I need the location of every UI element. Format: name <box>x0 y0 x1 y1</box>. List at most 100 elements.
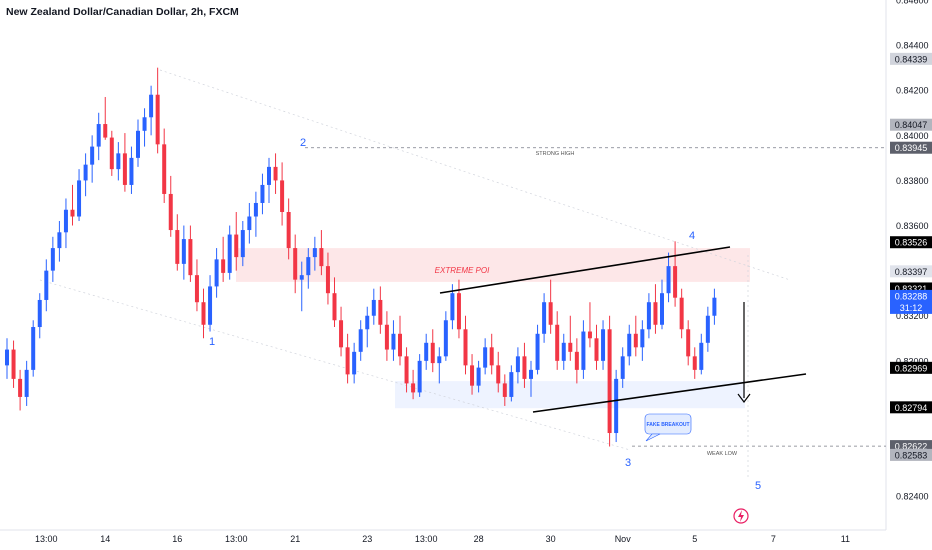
candle-body <box>286 212 291 249</box>
price-label-text: 0.84047 <box>895 120 928 130</box>
candle <box>11 340 16 388</box>
price-tick: 0.83600 <box>896 221 929 231</box>
candle <box>260 173 265 215</box>
price-label: 0.84339 <box>890 52 932 65</box>
candle-body <box>109 137 114 170</box>
candle-body <box>358 329 363 352</box>
candle-body <box>162 144 167 194</box>
candle-body <box>633 333 638 348</box>
candle <box>116 142 121 181</box>
candle <box>240 221 245 267</box>
candle-body <box>129 157 134 185</box>
candle <box>37 293 42 339</box>
candle-body <box>116 153 121 170</box>
candle <box>214 248 219 298</box>
candle-body <box>712 297 717 316</box>
candle-body <box>247 216 252 231</box>
countdown-text: 31:12 <box>900 303 923 313</box>
candle-body <box>96 124 101 147</box>
channel-lower-line <box>39 279 631 451</box>
candle <box>489 333 494 375</box>
candle-body <box>607 329 612 434</box>
time-tick: 21 <box>290 534 300 544</box>
candle <box>443 311 448 361</box>
candle-body <box>522 356 527 379</box>
candle-body <box>77 180 82 217</box>
candle <box>345 333 350 384</box>
candle <box>437 347 442 384</box>
candle <box>404 347 409 393</box>
candle-body <box>614 378 619 434</box>
candle-body <box>660 293 664 325</box>
candle <box>50 236 55 282</box>
price-label: 0.82583 <box>890 448 932 461</box>
chart-title: New Zealand Dollar/Canadian Dollar, 2h, … <box>6 6 239 18</box>
candle-body <box>666 266 671 294</box>
candle <box>299 261 304 312</box>
candle-body <box>398 333 402 357</box>
candle-body <box>37 299 42 328</box>
price-label-box <box>890 141 932 154</box>
price-label-text: 0.84339 <box>895 54 928 64</box>
price-tick: 0.84400 <box>896 41 929 51</box>
candle <box>31 320 36 377</box>
candle <box>411 369 416 400</box>
time-tick: 5 <box>692 534 697 544</box>
candle <box>142 108 147 147</box>
candle-body <box>371 299 376 316</box>
candle <box>699 333 704 375</box>
candle-body <box>312 248 317 258</box>
candle-body <box>175 230 180 264</box>
candle-body <box>63 209 68 233</box>
price-labels-layer: 0.84339 0.84047 0.83945 0.83526 0.83397 0.833… <box>890 52 932 461</box>
rising-channel-upper <box>439 246 731 294</box>
price-label-text: 0.82622 <box>895 442 928 452</box>
candle-body <box>11 349 16 379</box>
candle <box>692 347 697 379</box>
lightning-icon[interactable] <box>733 508 749 524</box>
candle-body <box>456 293 461 330</box>
candle <box>280 162 285 226</box>
time-tick: 23 <box>362 534 372 544</box>
candle-body <box>234 234 239 258</box>
candle-body <box>136 130 140 158</box>
price-label-box <box>890 236 932 249</box>
candle-body <box>646 302 651 330</box>
candle <box>24 360 29 406</box>
candle-body <box>293 248 298 280</box>
candle-body <box>430 342 435 364</box>
candle <box>660 279 664 330</box>
candle <box>358 320 363 361</box>
time-axis[interactable]: 13:00 14 16 13:00 21 23 13:00 28 30 Nov 5 7 11 <box>35 534 850 544</box>
candle <box>607 315 612 447</box>
candle-body <box>181 239 186 264</box>
fake-breakout-callout[interactable]: FAKE BREAKOUT <box>644 413 692 442</box>
candle-body <box>365 315 370 330</box>
candle-body <box>188 239 193 276</box>
candle-body <box>122 153 127 185</box>
candle <box>470 354 475 395</box>
candle-body <box>555 324 560 361</box>
candle <box>646 293 651 339</box>
candle <box>522 342 527 388</box>
candle <box>312 236 317 271</box>
candle <box>83 153 88 197</box>
extreme-poi-label: EXTREME POI <box>435 266 490 275</box>
candle-body <box>515 356 520 373</box>
price-label: 0.82794 <box>890 401 932 414</box>
candle <box>122 133 127 192</box>
candle-body <box>443 320 448 357</box>
time-tick: 11 <box>841 534 850 544</box>
price-tick: 0.84600 <box>896 0 929 6</box>
candle <box>614 369 619 443</box>
price-label-text: 0.82583 <box>895 450 928 460</box>
candle-body <box>50 248 55 271</box>
price-label: 0.83397 <box>890 265 932 278</box>
candle-body <box>476 367 481 386</box>
price-label-text: 0.83321 <box>895 284 928 294</box>
candle-body <box>319 248 324 267</box>
candle-body <box>640 329 645 348</box>
candle <box>535 324 540 375</box>
demand-zone <box>395 381 745 409</box>
